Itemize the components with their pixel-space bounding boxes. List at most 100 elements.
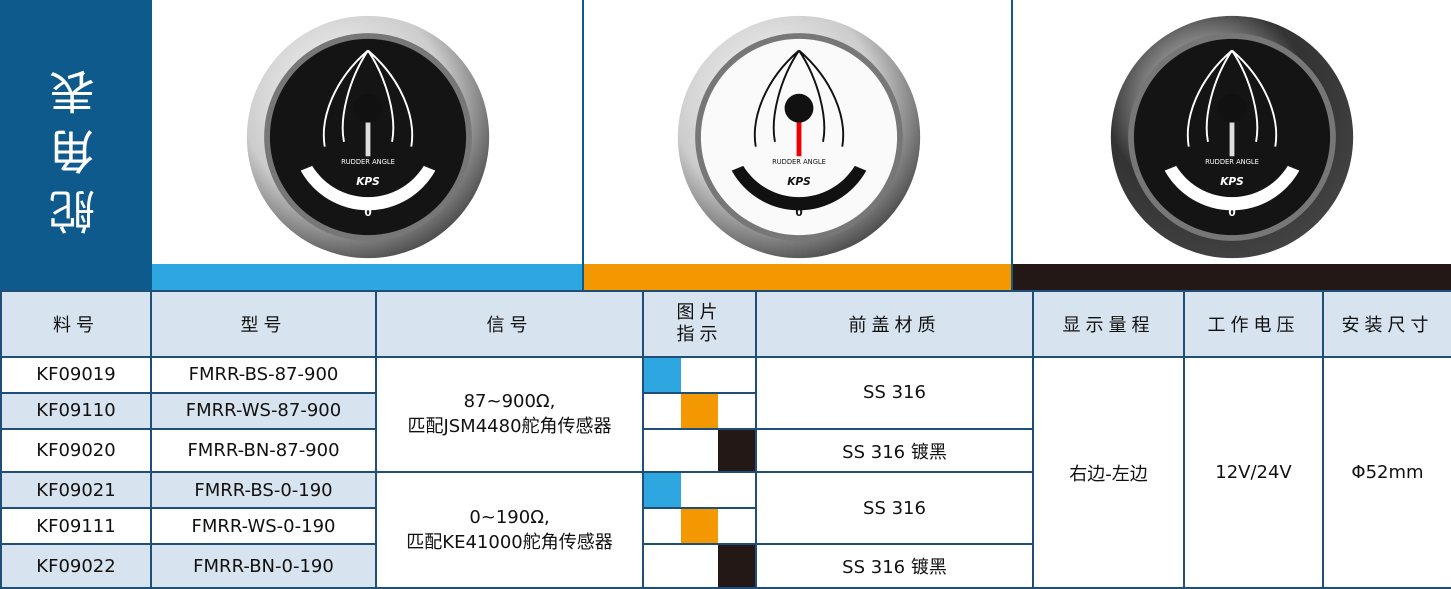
- scale-arc: [731, 165, 866, 211]
- knob: [1217, 93, 1247, 123]
- model: FMRR-BN-87-900: [150, 427, 377, 474]
- product-panel: RUDDER ANGLE KPS 0: [582, 0, 1013, 290]
- color-indicator: [642, 543, 757, 589]
- gauge-brand: KPS: [356, 176, 380, 188]
- header-cell: 料号: [0, 290, 152, 358]
- header-cell: 显示量程: [1032, 290, 1185, 358]
- signal-line: 87~900Ω,: [463, 391, 556, 413]
- product-panel: RUDDER ANGLE KPS 0: [1011, 0, 1451, 290]
- size: Φ52mm: [1322, 356, 1451, 589]
- gauge-brand: KPS: [1220, 176, 1244, 188]
- header-text: 安装尺寸: [1341, 315, 1434, 336]
- indicator-swatch: [718, 545, 755, 587]
- indicator-swatch: [681, 393, 718, 428]
- indicator-swatch: [644, 473, 681, 508]
- part-no: KF09020: [0, 427, 152, 474]
- header-text: 图片指示: [676, 302, 723, 345]
- model: FMRR-WS-87-900: [150, 391, 377, 430]
- gauge: RUDDER ANGLE KPS 0: [677, 15, 920, 259]
- indicator-swatch: [644, 430, 681, 472]
- color-bar: [584, 264, 1013, 290]
- color-bar: [1013, 264, 1451, 290]
- material: SS 316: [755, 356, 1034, 430]
- table-row: KF09111 FMRR-WS-0-190: [0, 507, 1451, 546]
- indicator-swatch: [718, 394, 755, 428]
- gauge: RUDDER ANGLE KPS 0: [246, 15, 490, 259]
- spec-table: 料号 型号 信号 图片指示 前盖材质 显示量程 工作电压 安装尺寸 KF09019 FMRR-B…: [0, 290, 1451, 589]
- indicator-swatch: [681, 358, 718, 392]
- indicator-swatch: [718, 509, 755, 543]
- table-row: KF09110 FMRR-WS-87-900: [0, 391, 1451, 430]
- indicator-swatch: [644, 358, 681, 392]
- part-no: KF09022: [0, 543, 152, 589]
- part-no: KF09021: [0, 471, 152, 510]
- dial-petals: [322, 49, 414, 147]
- color-indicator: [642, 427, 757, 474]
- header-text: 信号: [486, 315, 533, 336]
- indicator-swatch: [681, 473, 718, 507]
- gauge: RUDDER ANGLE KPS 0: [1110, 15, 1354, 259]
- table-row: KF09022 FMRR-BN-0-190 SS 316 镀黑: [0, 543, 1451, 589]
- range: 右边-左边: [1032, 356, 1185, 589]
- indicator-swatch: [681, 509, 718, 544]
- header-cell: 安装尺寸: [1322, 290, 1451, 358]
- dial-petals: [753, 49, 844, 147]
- header-text: 料号: [53, 315, 99, 336]
- model: FMRR-BN-0-190: [150, 543, 377, 589]
- header-cell: 信号: [375, 290, 644, 358]
- header-text: 型号: [240, 315, 287, 336]
- voltage: 12V/24V: [1183, 356, 1324, 589]
- gauge-zero: 0: [364, 207, 371, 219]
- color-indicator: [642, 356, 757, 394]
- model: FMRR-BS-87-900: [150, 356, 377, 394]
- header-cell: 前盖材质: [755, 290, 1034, 358]
- table-row: KF09021 FMRR-BS-0-190 0~190Ω, 匹配KE41000舵角传感…: [0, 471, 1451, 589]
- signal-line: 匹配KE41000舵角传感器: [406, 531, 613, 553]
- indicator-swatch: [644, 394, 681, 428]
- color-indicator: [642, 391, 757, 430]
- header-cell: 工作电压: [1183, 290, 1324, 358]
- product-panel: RUDDER ANGLE KPS 0: [150, 0, 584, 290]
- indicator-swatch: [718, 358, 755, 392]
- part-no: KF09110: [0, 391, 152, 430]
- gauge-label: RUDDER ANGLE: [341, 158, 395, 166]
- color-indicator: [642, 507, 757, 546]
- gauge-brand: KPS: [787, 176, 811, 188]
- scale-arc: [300, 165, 436, 211]
- header-cell: 型号: [150, 290, 377, 358]
- model: FMRR-BS-0-190: [150, 471, 377, 510]
- scale-arc: [1164, 165, 1300, 211]
- material: SS 316 镀黑: [755, 427, 1034, 474]
- knob: [784, 93, 813, 123]
- color-bar: [152, 264, 584, 290]
- header-cell: 图片指示: [642, 290, 757, 358]
- signal-line: 匹配JSM4480舵角传感器: [407, 416, 612, 438]
- gauge-label: RUDDER ANGLE: [1205, 158, 1259, 166]
- header-text: 前盖材质: [848, 315, 941, 336]
- signal: 0~190Ω, 匹配KE41000舵角传感器: [375, 471, 644, 589]
- model: FMRR-WS-0-190: [150, 507, 377, 546]
- indicator-swatch: [644, 545, 681, 587]
- sidebar: 舵角表: [0, 0, 150, 290]
- gauge-label: RUDDER ANGLE: [772, 158, 826, 166]
- gauge-zero: 0: [795, 207, 802, 219]
- table-row: KF09019 FMRR-BS-87-900 87~900Ω, 匹配JSM4480舵角…: [0, 355, 1451, 589]
- header-text: 显示量程: [1062, 315, 1155, 336]
- sidebar-title: 舵角表: [48, 55, 102, 235]
- indicator-swatch: [718, 429, 755, 472]
- indicator-swatch: [681, 430, 718, 472]
- knob: [353, 93, 383, 123]
- signal: 87~900Ω, 匹配JSM4480舵角传感器: [375, 355, 644, 474]
- gauge-zero: 0: [1228, 207, 1235, 219]
- part-no: KF09111: [0, 507, 152, 546]
- material: SS 316 镀黑: [755, 543, 1034, 589]
- part-no: KF09019: [0, 356, 152, 394]
- signal-line: 0~190Ω,: [469, 506, 550, 528]
- header-text: 工作电压: [1207, 315, 1300, 336]
- indicator-swatch: [644, 509, 681, 543]
- indicator-swatch: [718, 473, 755, 507]
- color-indicator: [642, 471, 757, 510]
- dial-petals: [1186, 49, 1278, 147]
- table-row: KF09020 FMRR-BN-87-900 SS 316 镀黑: [0, 427, 1451, 474]
